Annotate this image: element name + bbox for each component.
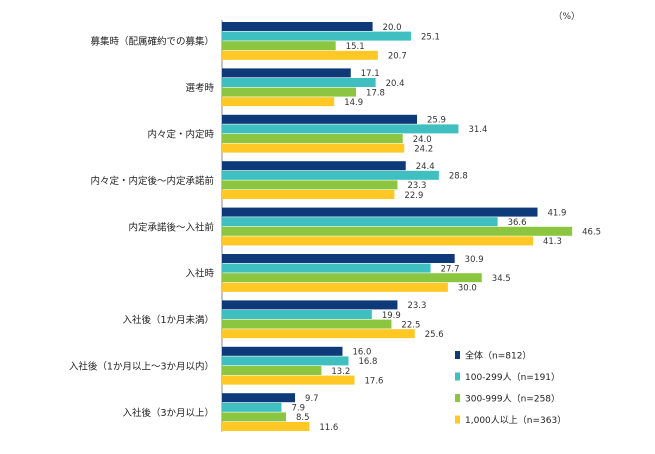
data-label: 41.9 — [548, 208, 567, 218]
data-label: 24.0 — [413, 135, 432, 145]
data-label: 7.9 — [291, 404, 305, 414]
bar — [222, 422, 310, 431]
data-label: 25.1 — [421, 32, 440, 42]
data-label: 16.8 — [359, 357, 378, 367]
bar — [222, 402, 282, 412]
bar — [222, 346, 343, 356]
data-label: 11.6 — [319, 423, 338, 433]
bar — [222, 412, 287, 422]
category-axis: 募集時（配属確約での募集） 選考時内々定・内定時内々定・内定後～内定承諾前内定承諾… — [69, 20, 223, 432]
data-label: 20.0 — [383, 23, 402, 33]
data-label: 25.9 — [427, 116, 446, 126]
data-label: 15.1 — [346, 42, 365, 52]
bar — [222, 78, 376, 87]
bar — [222, 319, 392, 329]
category-label: 入社後（3か月以上） — [122, 407, 214, 419]
data-label: 17.8 — [366, 88, 385, 98]
data-label: 30.0 — [458, 284, 477, 294]
bar — [222, 254, 455, 263]
legend: 全体（n=812） 100-299人（n=191） 300-999人（n=258） 1… — [455, 350, 566, 426]
data-label: 41.3 — [543, 237, 562, 247]
bar — [222, 300, 398, 310]
bar — [222, 161, 406, 171]
category-label: 内定承諾後～入社前 — [128, 221, 214, 233]
bar — [222, 143, 405, 153]
bar — [222, 356, 349, 366]
data-label: 17.1 — [361, 69, 380, 79]
bar — [222, 366, 322, 375]
bar — [222, 134, 403, 143]
bar — [222, 41, 336, 51]
data-label: 14.9 — [344, 98, 363, 108]
data-label: 24.4 — [416, 162, 435, 172]
bar — [222, 50, 378, 60]
data-label: 28.8 — [449, 172, 468, 182]
data-label: 19.9 — [382, 311, 401, 321]
data-label: 8.5 — [296, 413, 310, 423]
bar — [222, 263, 431, 273]
category-label: 入社後（1か月未満） — [122, 314, 214, 326]
bar — [222, 180, 398, 190]
bar — [222, 68, 351, 78]
legend-swatch — [455, 351, 460, 359]
data-label: 16.0 — [352, 348, 371, 358]
data-label: 22.5 — [401, 320, 420, 330]
data-label: 23.3 — [407, 301, 426, 311]
bar — [222, 114, 418, 124]
legend-entry: 1,000人以上（n=363） — [465, 415, 566, 426]
bar — [222, 273, 482, 283]
data-label: 13.2 — [331, 367, 350, 377]
legend-swatch — [455, 372, 460, 381]
data-label: 22.9 — [404, 191, 423, 201]
data-label: 23.3 — [407, 181, 426, 191]
bar — [222, 329, 415, 339]
bar — [222, 217, 498, 227]
data-label: 34.5 — [492, 274, 511, 284]
category-label: 選考時 — [185, 83, 214, 94]
data-label: 20.4 — [386, 79, 405, 89]
bar — [222, 375, 355, 385]
bar — [222, 207, 538, 217]
bar — [222, 97, 335, 107]
category-label: 内々定・内定後～内定承諾前 — [90, 175, 214, 187]
legend-entry: 全体（n=812） — [465, 350, 531, 362]
data-label: 36.6 — [508, 218, 527, 228]
bar — [222, 170, 439, 180]
unit-label: （%） — [553, 11, 580, 22]
category-label: 内々定・内定時 — [147, 129, 214, 141]
category-label: 入社時 — [185, 268, 214, 280]
legend-entry: 300-999人（n=258） — [465, 394, 560, 405]
bar — [222, 282, 448, 292]
bar — [222, 124, 459, 134]
bar — [222, 190, 395, 199]
category-label: 募集時（配属確約での募集） — [90, 36, 214, 48]
bar — [222, 31, 412, 41]
data-label: 25.6 — [425, 330, 444, 340]
bar — [222, 310, 372, 319]
legend-entry: 100-299人（n=191） — [465, 372, 560, 383]
bar — [222, 22, 373, 31]
data-label: 27.7 — [441, 264, 460, 274]
data-label: 30.9 — [465, 255, 484, 265]
data-label: 31.4 — [468, 125, 487, 135]
data-label: 20.7 — [388, 52, 407, 62]
bar — [222, 393, 296, 403]
legend-swatch — [455, 394, 460, 402]
bar — [222, 236, 533, 246]
legend-swatch — [455, 415, 460, 424]
category-label: 入社後（1か月以上～3か月以内） — [69, 361, 214, 373]
data-label: 17.6 — [365, 376, 384, 386]
data-label: 46.5 — [582, 228, 601, 238]
bar — [222, 226, 573, 236]
data-label: 9.7 — [305, 394, 319, 404]
data-label: 24.2 — [414, 144, 433, 154]
bars-group: 20.0 25.1 15.1 20.7 17.1 20.417.814.9 25.9 31.4… — [222, 22, 601, 433]
bar — [222, 87, 357, 97]
